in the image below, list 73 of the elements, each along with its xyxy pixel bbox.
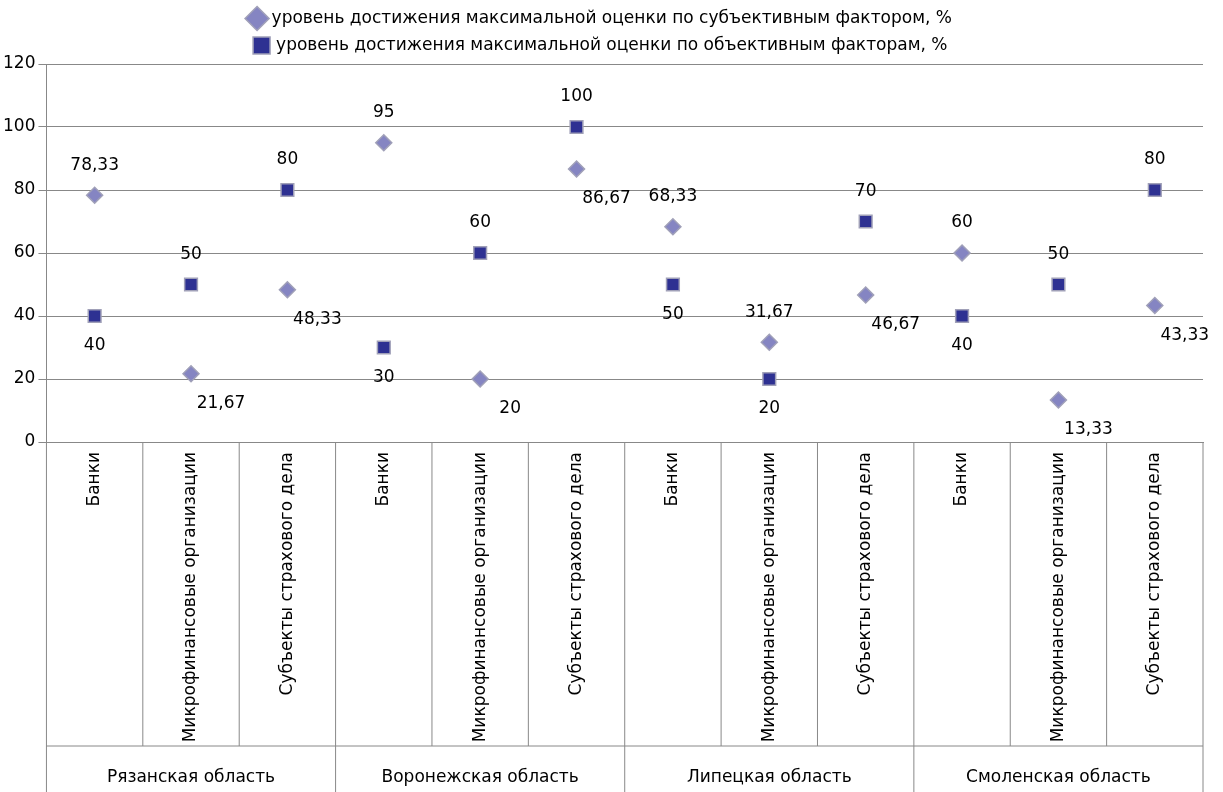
x-tick-label: Субъекты страхового дела xyxy=(1143,452,1164,696)
data-label: 78,33 xyxy=(70,153,119,174)
data-label: 50 xyxy=(662,302,684,323)
text: Липецкая область xyxy=(686,766,852,787)
y-tick-label: 60 xyxy=(13,241,36,262)
point xyxy=(183,277,199,292)
text: Рязанская область xyxy=(106,766,276,787)
point xyxy=(278,281,297,299)
data-label: 95 xyxy=(372,101,395,122)
data-label: 60 xyxy=(469,211,491,232)
data-label: 100 xyxy=(560,85,593,106)
point xyxy=(569,119,584,135)
point xyxy=(567,160,586,178)
x-tick-label: Микрофинансовые организации xyxy=(1046,452,1067,743)
point xyxy=(473,245,488,261)
y-tick-label: 0 xyxy=(24,430,36,451)
point xyxy=(762,371,777,387)
data-label: 50 xyxy=(1047,242,1070,263)
data-label: 21,67 xyxy=(196,392,246,413)
point xyxy=(1147,182,1162,198)
y-tick-label: 80 xyxy=(13,178,36,199)
point xyxy=(85,186,104,205)
point xyxy=(375,134,393,152)
data-label: 43,33 xyxy=(1160,323,1210,344)
x-tick-label: Банки xyxy=(661,452,682,507)
point xyxy=(858,214,873,229)
point xyxy=(280,182,295,198)
point xyxy=(182,364,200,383)
x-tick-label: Банки xyxy=(372,452,393,507)
point xyxy=(953,244,971,262)
point xyxy=(1049,391,1068,409)
x-tick-label: Микрофинансовые организации xyxy=(757,452,778,743)
y-tick-label: 100 xyxy=(2,115,36,136)
data-label: 80 xyxy=(1143,148,1166,169)
legend-label: уровень достижения максимальной оценки по объективным факторам, % xyxy=(276,33,948,54)
x-tick-label: Микрофинансовые организации xyxy=(468,452,489,743)
point xyxy=(1146,296,1164,315)
data-label: 20 xyxy=(499,397,521,418)
x-tick-label: Субъекты страхового дела xyxy=(564,452,585,696)
data-label: 40 xyxy=(951,334,973,355)
x-tick-label: Субъекты страхового дела xyxy=(275,452,296,696)
point xyxy=(760,333,779,351)
data-label: 31,67 xyxy=(744,300,794,321)
point xyxy=(665,277,681,292)
data-label: 30 xyxy=(372,365,395,386)
data-label: 86,67 xyxy=(582,187,631,208)
data-label: 60 xyxy=(951,211,973,232)
data-label: 48,33 xyxy=(293,308,342,329)
x-tick-label: Банки xyxy=(83,452,104,507)
data-label: 13,33 xyxy=(1064,418,1113,439)
data-label: 50 xyxy=(180,242,202,263)
y-tick-label: 20 xyxy=(13,367,36,388)
data-label: 80 xyxy=(276,148,299,169)
data-label: 68,33 xyxy=(648,185,698,206)
legend-label: уровень достижения максимальной оценки по субъективным фактором, % xyxy=(271,6,952,27)
data-label: 70 xyxy=(854,179,877,200)
data-label: 40 xyxy=(83,334,106,355)
x-tick-label: Банки xyxy=(950,452,971,507)
x-tick-label: Микрофинансовые организации xyxy=(179,452,200,743)
point xyxy=(664,218,682,236)
y-tick-label: 120 xyxy=(2,52,36,73)
point xyxy=(376,340,391,355)
point xyxy=(471,370,489,388)
point xyxy=(856,286,875,304)
data-label: 20 xyxy=(758,397,781,418)
text: Смоленская область xyxy=(966,766,1151,787)
point xyxy=(87,308,102,324)
x-tick-label: Субъекты страхового дела xyxy=(854,452,875,696)
y-tick-label: 40 xyxy=(13,304,36,325)
point xyxy=(954,308,970,324)
point xyxy=(1051,277,1066,292)
text: Воронежская область xyxy=(381,766,579,787)
data-label: 46,67 xyxy=(871,313,921,334)
